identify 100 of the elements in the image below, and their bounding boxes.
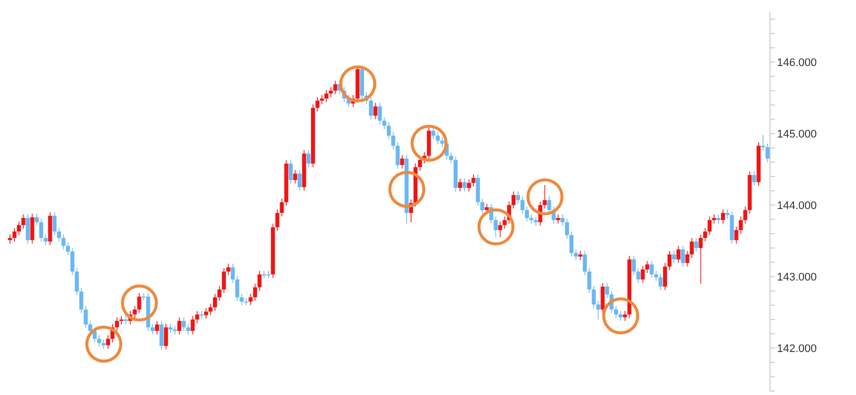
candlestick [253,283,258,302]
candlestick [212,293,217,312]
candlestick [636,268,640,284]
candlestick [34,213,39,226]
candlestick [248,293,253,306]
candlestick [61,234,66,250]
candlestick [182,316,186,332]
candlestick [306,150,311,168]
candlestick [668,250,672,271]
candlestick [208,303,213,316]
candlestick [725,208,730,220]
candlestick [106,334,110,350]
candlestick [449,152,454,164]
candlestick [738,216,743,234]
candlestick [761,134,766,152]
candlestick [382,116,386,130]
candlestick [164,323,168,350]
candlestick [275,208,280,232]
candlestick [84,305,88,329]
candlestick [52,212,57,236]
candlestick [160,320,164,350]
candlestick [8,234,12,244]
candlestick [676,245,680,264]
candlestick [690,237,694,258]
candlestick [70,247,74,276]
candlestick [217,285,222,302]
candlestick [582,250,587,276]
candlestick [703,227,708,242]
candlestick [102,339,106,350]
candlestick [650,260,654,279]
candlestick [524,206,529,222]
candlestick [471,174,476,187]
candlestick [74,268,79,296]
candlestick [195,310,200,324]
candlestick [698,234,703,284]
candlestick [766,143,770,163]
candlestick [114,316,119,332]
y-tick-label: 146.000 [777,56,817,69]
candlestick [569,231,574,258]
candlestick [328,86,333,98]
candlestick [368,96,373,120]
candlestick [315,96,320,112]
candlestick [258,270,262,292]
candlestick [574,248,578,261]
y-tick-label: 145.000 [777,128,817,140]
candlestick [680,245,685,268]
candlestick [26,214,30,244]
y-tick-label: 142.000 [777,343,817,355]
candlestick [605,282,610,299]
candlestick [712,214,716,224]
candlestick [600,282,605,314]
candlestick [658,273,663,291]
candlestick [720,208,725,224]
candlestick [534,216,538,226]
candlestick [21,214,26,230]
candlestick [373,102,378,120]
candlestick [288,160,293,184]
candlestick [587,268,592,294]
candlestick [293,170,298,184]
candlestick [190,315,195,336]
candlestick [16,221,21,236]
candlestick [378,102,382,125]
candlestick [565,218,570,240]
candlestick [685,250,690,268]
candlestick [716,214,721,224]
candlestick [155,320,160,336]
candlestick [44,234,48,246]
candlestick [226,263,230,276]
candlestick [320,94,324,105]
candlestick [512,190,516,210]
y-tick-label: 144.000 [777,200,817,212]
candlestick [57,227,62,242]
candlestick [396,142,400,170]
y-tick-label: 143.000 [777,271,817,284]
candlestick [708,216,712,236]
candlestick [578,250,582,261]
candlestick [168,323,172,334]
candlestick [694,237,698,252]
candlestick [400,154,404,170]
candlestick [458,178,462,192]
candlestick [462,178,467,192]
candlestick [280,198,284,218]
candlestick [12,227,16,242]
candlestick [672,250,676,264]
candlestick [547,196,552,214]
candlestick [177,316,182,336]
candlestick [520,196,524,214]
candlestick [466,178,471,192]
candlestick [654,270,658,282]
candlestick [230,263,235,284]
candlestick [734,226,738,244]
candlestick [66,242,70,256]
candlestick [222,268,226,294]
candlestick [298,170,302,192]
candlestick [502,216,507,230]
candlestick [39,218,44,242]
candlestick [752,170,756,186]
candlestick [614,305,618,319]
candlestick [622,310,627,322]
candlestick [235,275,240,302]
